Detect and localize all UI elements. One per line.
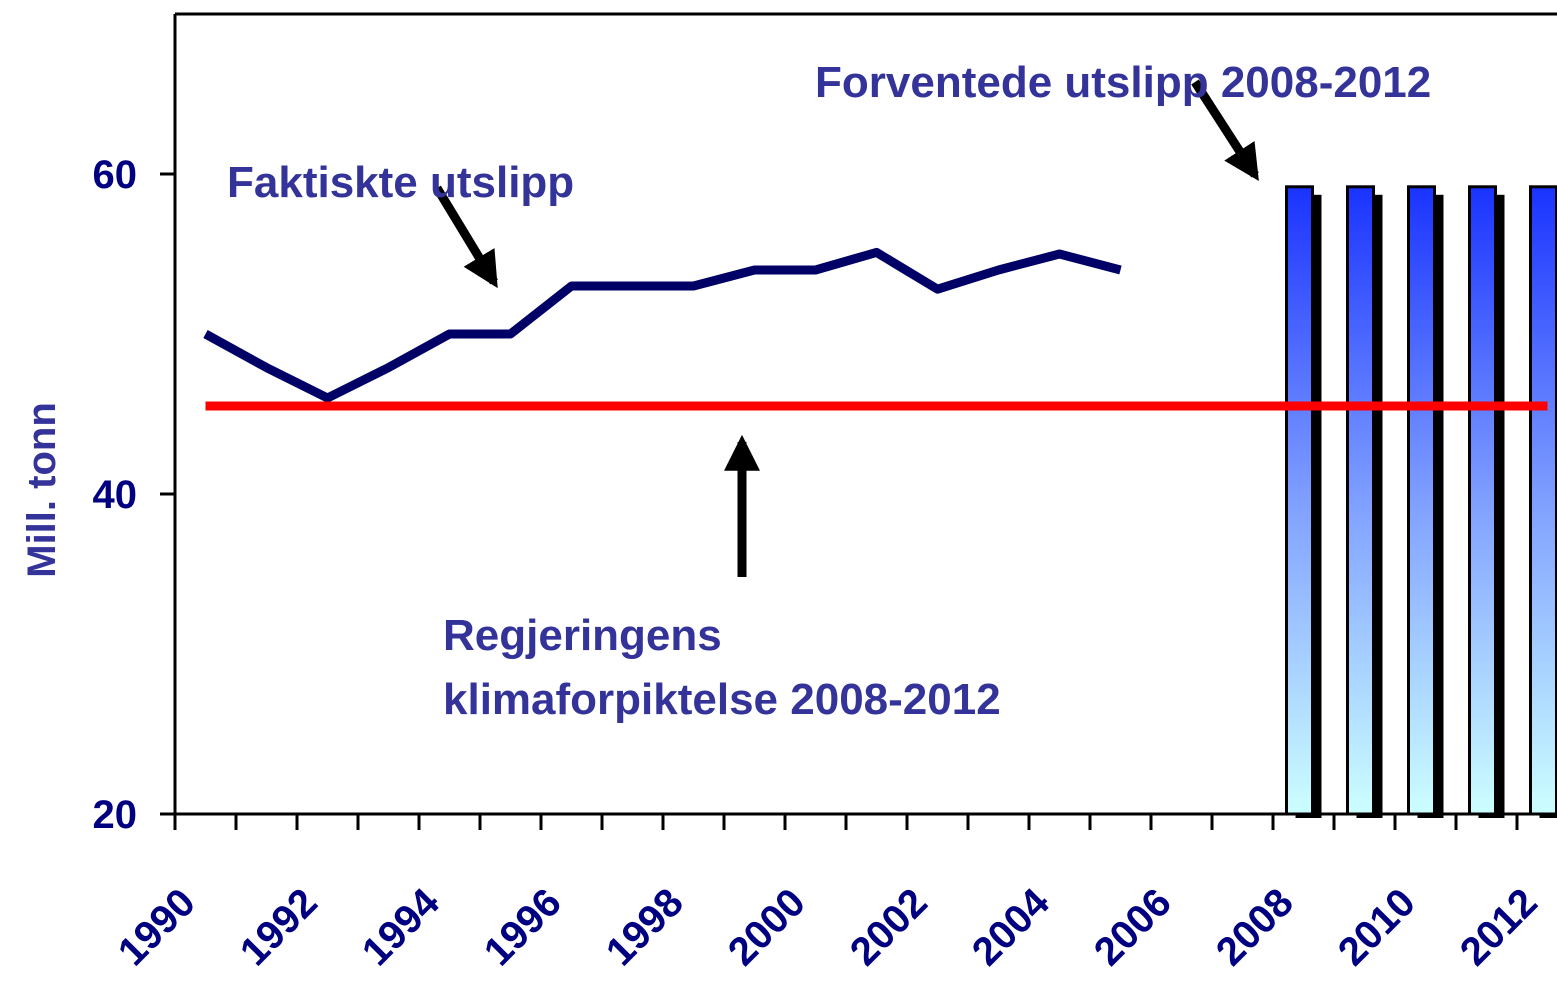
- x-tick-label: 2000: [720, 880, 814, 974]
- x-tick-label: 2006: [1086, 880, 1180, 974]
- annotation: Faktiskte utslipp: [227, 158, 574, 207]
- y-tick-label: 20: [93, 793, 138, 837]
- x-tick-label: 1998: [598, 880, 692, 974]
- plot: [203, 185, 1557, 819]
- x-tick-label: 2008: [1208, 880, 1302, 974]
- x-tick-label: 2004: [964, 880, 1059, 975]
- line: [203, 247, 1122, 403]
- arrow: [433, 185, 498, 289]
- bar: [1529, 185, 1557, 816]
- bar: [1285, 185, 1314, 816]
- arrow: [1191, 79, 1259, 182]
- annotation: Forventede utslipp 2008-2012: [815, 58, 1431, 107]
- x-tick-label: 1994: [354, 880, 449, 975]
- x-tick-label: 1992: [232, 880, 326, 974]
- x-tick-label: 2002: [842, 880, 936, 974]
- bar: [1468, 185, 1497, 816]
- bar: [1407, 185, 1436, 816]
- bar: [1346, 185, 1375, 816]
- annotation: klimaforpiktelse 2008-2012: [443, 675, 1001, 724]
- x-tick-label: 2012: [1452, 880, 1546, 974]
- x-tick-label: 2010: [1330, 880, 1424, 974]
- x-tick-label: 1996: [476, 880, 570, 974]
- annotation: Regjeringens: [443, 611, 722, 660]
- y-axis-label: Mill. tonn: [20, 402, 64, 578]
- y-tick-label: 60: [93, 153, 138, 197]
- y-tick-label: 40: [93, 473, 138, 517]
- x-tick-label: 1990: [110, 880, 204, 974]
